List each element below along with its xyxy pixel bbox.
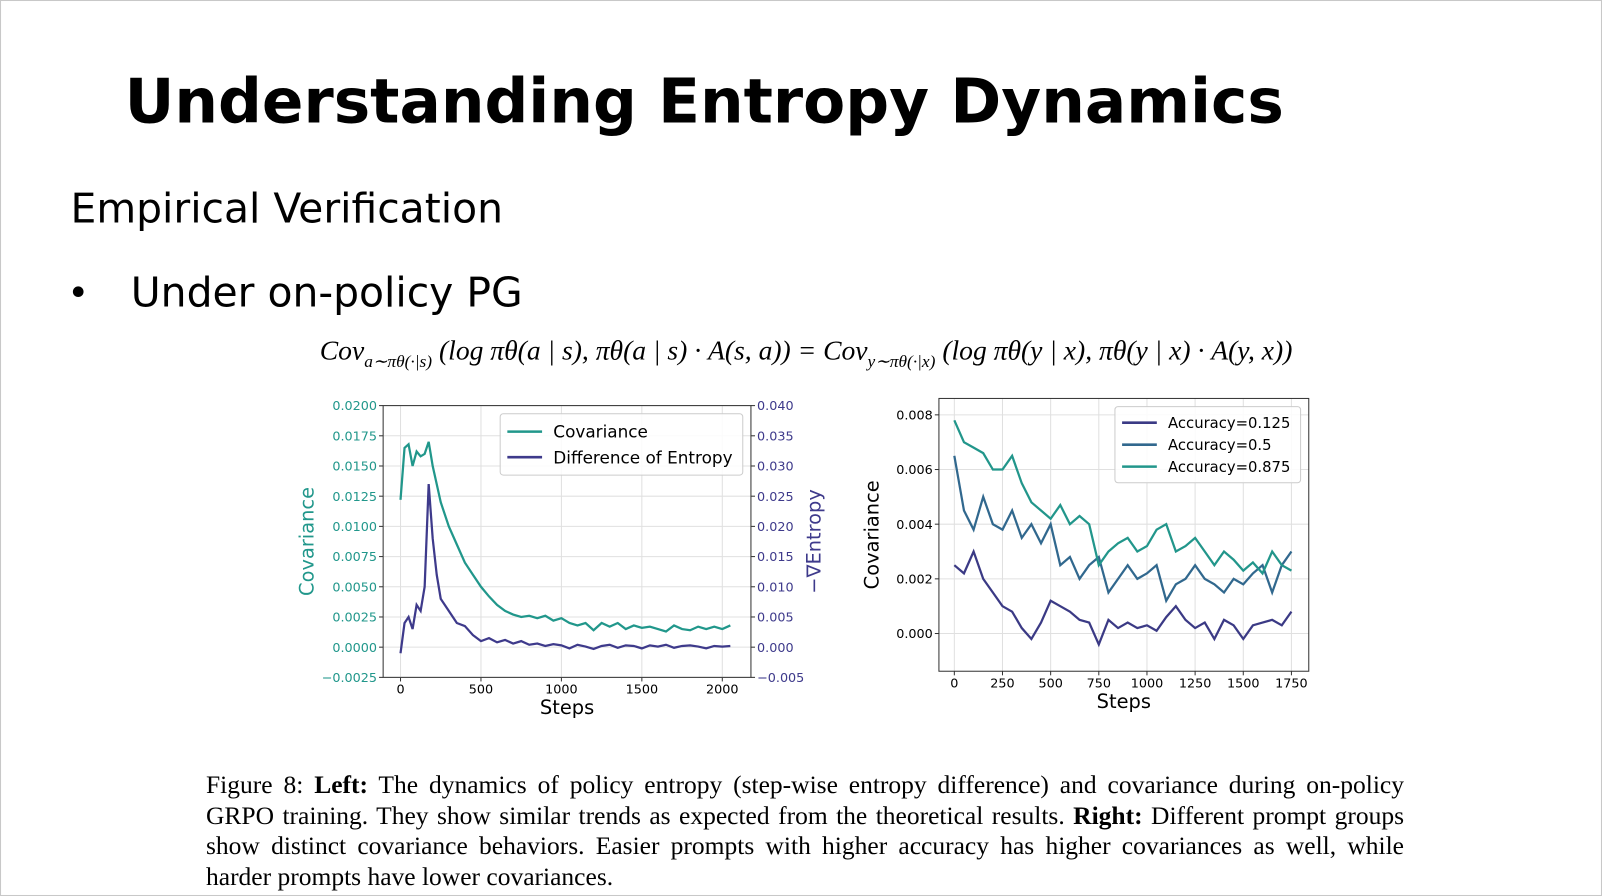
bullet-text: Under on-policy PG (131, 268, 523, 316)
y-tick-label: 0.006 (896, 463, 933, 478)
y-tick-label: 0.0200 (332, 399, 377, 414)
y-tick-label: 0.0100 (332, 520, 377, 535)
y2-tick-label: 0.015 (757, 550, 794, 565)
legend-frame (1114, 406, 1302, 484)
legend-label: Covariance (553, 422, 648, 442)
equation-part: Cov (320, 335, 365, 366)
legend-label: Accuracy=0.125 (1168, 415, 1290, 432)
y2-tick-label: 0.035 (757, 429, 794, 444)
caption-right-text: Different prompt groups show distinct co… (206, 800, 1405, 891)
plot-frame (938, 397, 1310, 672)
y2-axis-label: −∇Entropy (802, 489, 825, 594)
y-tick-label: 0.0125 (332, 490, 377, 505)
caption-label: Figure 8: (206, 770, 315, 799)
equation-subscript: y∼πθ(·|x) (866, 352, 936, 371)
slide-title: Understanding Entropy Dynamics (125, 67, 1284, 138)
series-line (953, 455, 1293, 604)
y2-tick-label: 0.040 (757, 399, 794, 414)
y2-tick-label: −0.005 (757, 671, 804, 686)
x-tick-label: 1250 (1179, 677, 1212, 692)
x-tick-label: 0 (396, 683, 404, 698)
y2-tick-label: 0.025 (757, 490, 794, 505)
legend: Covariance Difference of Entropy (499, 413, 744, 476)
y-tick-label: 0.0175 (332, 429, 377, 444)
x-tick-label: 1750 (1275, 677, 1308, 692)
legend-label: Difference of Entropy (553, 447, 732, 467)
y-tick-label: −0.0025 (322, 671, 377, 686)
equation: Cova∼πθ(·|s) (log πθ(a | s), πθ(a | s) ·… (320, 335, 1293, 371)
bullet-dot: • (67, 271, 89, 314)
y-tick-label: 0.0000 (332, 641, 377, 656)
caption-right-head: Right: (1073, 800, 1143, 830)
y2-tick-label: 0.000 (757, 641, 794, 656)
legend-label: Accuracy=0.875 (1168, 459, 1290, 476)
x-tick-label: 750 (1087, 677, 1111, 692)
x-tick-label: 500 (1038, 677, 1062, 692)
y-tick-label: 0.0050 (332, 580, 377, 595)
y-tick-label: 0.0025 (332, 611, 377, 626)
equation-part: (log πθ(y | x), πθ(y | x) · A(y, x)) (935, 335, 1292, 366)
x-tick-label: 250 (990, 677, 1014, 692)
x-axis-label: Steps (540, 696, 594, 719)
y2-tick-label: 0.030 (757, 460, 794, 475)
caption-left-text: The dynamics of policy entropy (step-wis… (206, 770, 1404, 830)
y-tick-label: 0.004 (896, 518, 933, 533)
y2-tick-label: 0.020 (757, 520, 794, 535)
x-tick-label: 1000 (545, 683, 578, 698)
caption-left-head: Left: (314, 770, 368, 799)
legend-frame (499, 413, 744, 476)
x-tick-label: 1500 (626, 683, 659, 698)
x-tick-label: 0 (950, 677, 958, 692)
x-tick-label: 2000 (706, 683, 739, 698)
figure-caption: Figure 8: Left: The dynamics of policy e… (206, 770, 1404, 892)
series-line (953, 419, 1292, 576)
y-tick-label: 0.008 (896, 408, 933, 423)
series-line (399, 484, 731, 654)
equation-part: (log πθ(a | s), πθ(a | s) · A(s, a)) = C… (432, 335, 868, 366)
x-axis-label: Steps (1097, 690, 1151, 713)
series-line (953, 548, 1293, 648)
legend: Accuracy=0.125 Accuracy=0.5 Accuracy=0.875 (1114, 406, 1302, 484)
y2-tick-label: 0.005 (757, 611, 794, 626)
y-tick-label: 0.002 (896, 572, 933, 587)
legend-label: Accuracy=0.5 (1168, 437, 1271, 454)
y-axis-label: Covariance (296, 487, 319, 596)
equation-subscript: a∼πθ(·|s) (364, 352, 432, 371)
series-line (399, 441, 731, 633)
y-axis-label: Covariance (861, 480, 884, 589)
y-tick-label: 0.0150 (332, 460, 377, 475)
section-heading: Empirical Verification (71, 185, 503, 233)
plot-frame (382, 405, 752, 678)
charts: 0 500 1000 1500 2000−0.00250.00000.00250.005… (296, 397, 1310, 719)
y-tick-label: 0.000 (896, 627, 933, 642)
x-tick-label: 1500 (1227, 677, 1259, 692)
x-tick-label: 500 (469, 683, 493, 698)
y-tick-label: 0.0075 (332, 550, 377, 565)
y2-tick-label: 0.010 (757, 580, 794, 595)
x-tick-label: 1000 (1131, 677, 1163, 692)
